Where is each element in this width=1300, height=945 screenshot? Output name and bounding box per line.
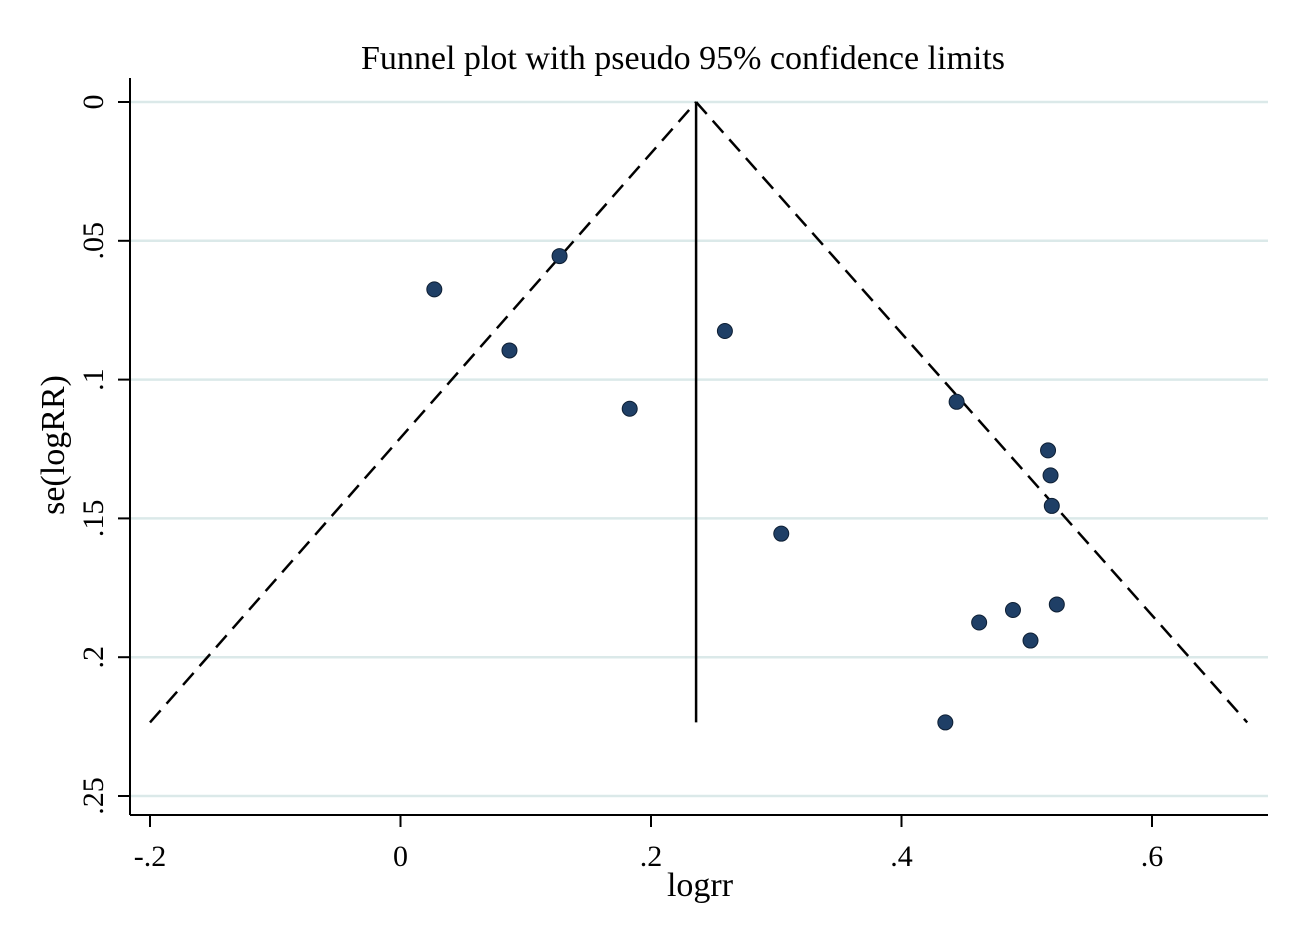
data-point-8	[1042, 467, 1059, 484]
tick-labels: 0 .05 .1 .15 .2 .25 -.2 0 .2 .4 .6	[77, 95, 1163, 874]
data-point-5	[773, 525, 790, 542]
data-point-14	[937, 714, 954, 731]
y-tick-label-3: .15	[77, 500, 110, 538]
axes	[118, 78, 1268, 827]
data-point-10	[1048, 596, 1065, 613]
data-point-0	[426, 281, 443, 298]
data-point-12	[971, 614, 988, 631]
confidence-limit-lines	[149, 101, 1249, 724]
x-tick-label-3: .4	[890, 840, 913, 873]
x-tick-label-1: 0	[393, 840, 408, 873]
y-tick-label-2: .1	[77, 368, 110, 391]
x-axis-title: logrr	[667, 867, 734, 904]
ci-upper-line	[695, 101, 1249, 724]
x-tick-label-2: .2	[640, 840, 663, 873]
chart-title: Funnel plot with pseudo 95% confidence l…	[361, 40, 1005, 77]
data-point-13	[1022, 632, 1039, 649]
data-point-9	[1043, 497, 1060, 514]
x-tick-label-4: .6	[1141, 840, 1164, 873]
data-point-7	[1040, 442, 1057, 459]
y-axis-title: se(logRR)	[35, 375, 72, 515]
y-tick-label-5: .25	[77, 777, 110, 815]
y-tick-label-4: .2	[77, 646, 110, 669]
data-point-4	[716, 323, 733, 340]
gridlines	[130, 100, 1268, 798]
data-point-11	[1004, 602, 1021, 619]
x-tick-label-0: -.2	[134, 840, 167, 873]
ci-lower-line	[149, 101, 698, 724]
y-tick-label-1: .05	[77, 222, 110, 259]
y-tick-label-0: 0	[77, 95, 110, 110]
data-point-1	[501, 342, 518, 359]
data-point-6	[948, 393, 965, 410]
data-point-3	[621, 400, 638, 417]
data-points	[426, 248, 1065, 731]
data-point-2	[551, 248, 568, 265]
